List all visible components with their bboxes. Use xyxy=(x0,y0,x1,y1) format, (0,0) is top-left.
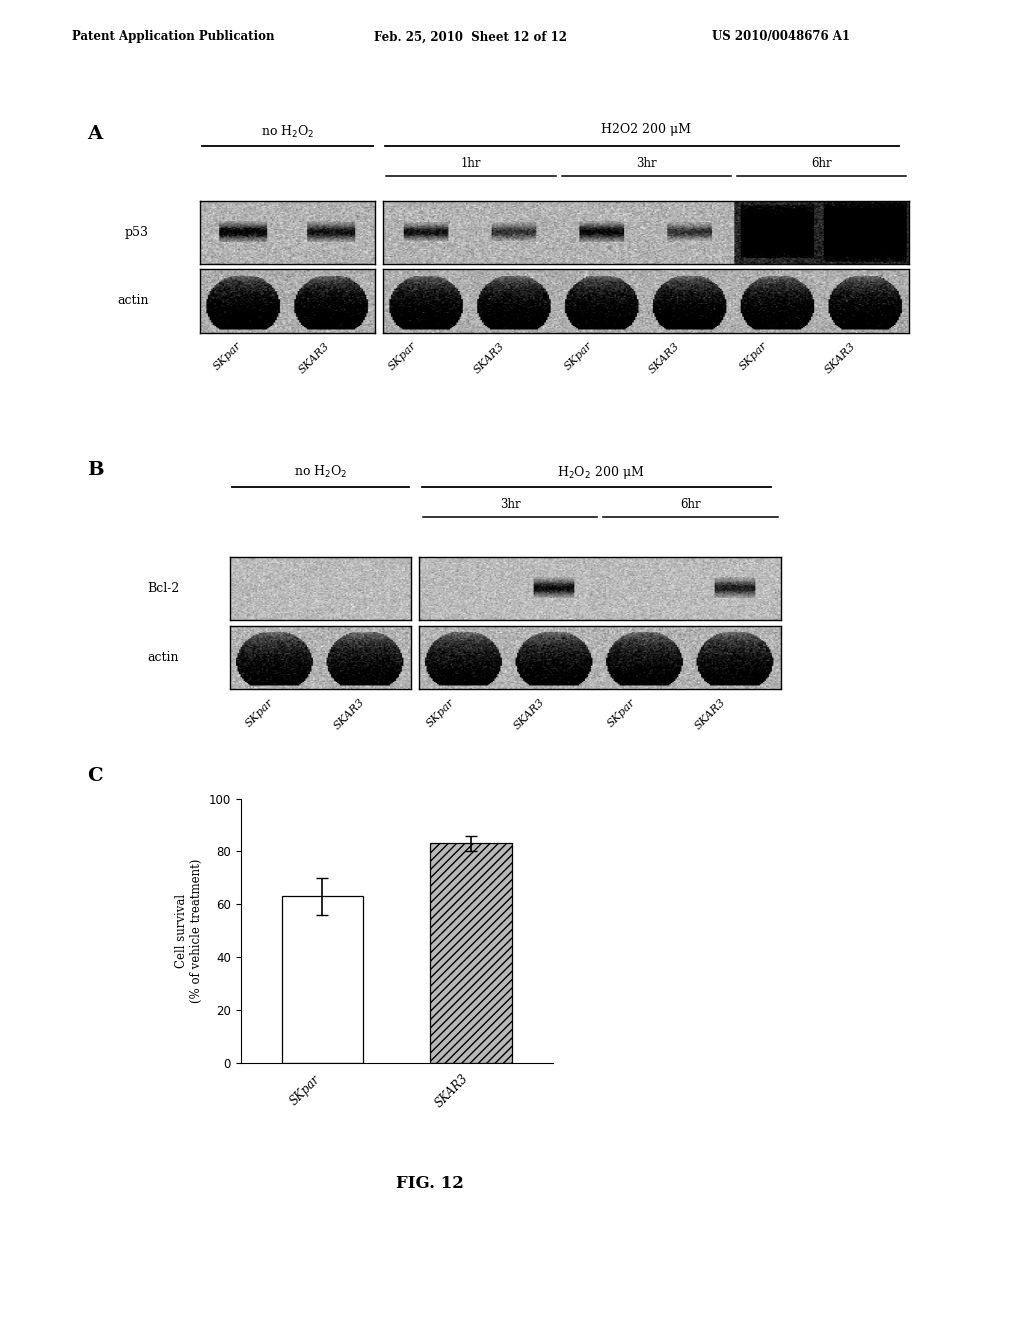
Text: Feb. 25, 2010  Sheet 12 of 12: Feb. 25, 2010 Sheet 12 of 12 xyxy=(374,30,566,44)
Text: p53: p53 xyxy=(125,226,148,239)
Text: SKAR3: SKAR3 xyxy=(647,341,682,375)
Text: SKpar: SKpar xyxy=(244,697,275,729)
Text: 6hr: 6hr xyxy=(681,498,701,511)
Text: H$_2$O$_2$ 200 μM: H$_2$O$_2$ 200 μM xyxy=(557,465,644,480)
Text: no H$_2$O$_2$: no H$_2$O$_2$ xyxy=(261,124,314,140)
Text: 3hr: 3hr xyxy=(636,157,656,170)
Text: US 2010/0048676 A1: US 2010/0048676 A1 xyxy=(712,30,850,44)
Text: SKpar: SKpar xyxy=(425,697,457,729)
Bar xyxy=(430,843,512,1063)
Text: Patent Application Publication: Patent Application Publication xyxy=(72,30,274,44)
Text: SKAR3: SKAR3 xyxy=(297,341,331,375)
Text: B: B xyxy=(87,461,103,479)
Text: A: A xyxy=(87,124,102,143)
Text: no H$_2$O$_2$: no H$_2$O$_2$ xyxy=(294,465,347,480)
Text: SKpar: SKpar xyxy=(212,341,244,372)
Text: SKAR3: SKAR3 xyxy=(693,697,728,731)
Y-axis label: Cell survival
(% of vehicle treatment): Cell survival (% of vehicle treatment) xyxy=(175,858,203,1003)
Bar xyxy=(282,896,364,1063)
Text: H2O2 200 μM: H2O2 200 μM xyxy=(601,124,691,136)
Text: FIG. 12: FIG. 12 xyxy=(396,1175,464,1192)
Text: C: C xyxy=(87,767,102,785)
Text: SKAR3: SKAR3 xyxy=(332,697,367,731)
Text: 1hr: 1hr xyxy=(461,157,481,170)
Text: SKpar: SKpar xyxy=(562,341,594,372)
Text: SKAR3: SKAR3 xyxy=(472,341,507,375)
Text: SKpar: SKpar xyxy=(387,341,419,372)
Text: actin: actin xyxy=(147,651,179,664)
Text: SKAR3: SKAR3 xyxy=(512,697,547,731)
Text: 6hr: 6hr xyxy=(811,157,831,170)
Text: SKpar: SKpar xyxy=(737,341,770,372)
Text: SKpar: SKpar xyxy=(605,697,637,729)
Text: 3hr: 3hr xyxy=(500,498,520,511)
Text: Bcl-2: Bcl-2 xyxy=(147,582,179,595)
Text: actin: actin xyxy=(117,294,148,308)
Text: SKAR3: SKAR3 xyxy=(822,341,857,375)
